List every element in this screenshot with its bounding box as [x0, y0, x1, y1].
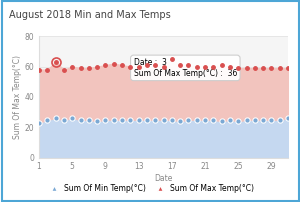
- Text: August 2018 Min and Max Temps: August 2018 Min and Max Temps: [9, 10, 171, 20]
- Legend: Sum Of Min Temp(°C), Sum Of Max Temp(°C): Sum Of Min Temp(°C), Sum Of Max Temp(°C): [44, 181, 256, 196]
- Y-axis label: Sum Of Max Temp(°C): Sum Of Max Temp(°C): [13, 55, 22, 139]
- Text: Date :  3
Sum Of Max Temp(°C) :  36: Date : 3 Sum Of Max Temp(°C) : 36: [134, 58, 237, 78]
- X-axis label: Date: Date: [154, 174, 173, 183]
